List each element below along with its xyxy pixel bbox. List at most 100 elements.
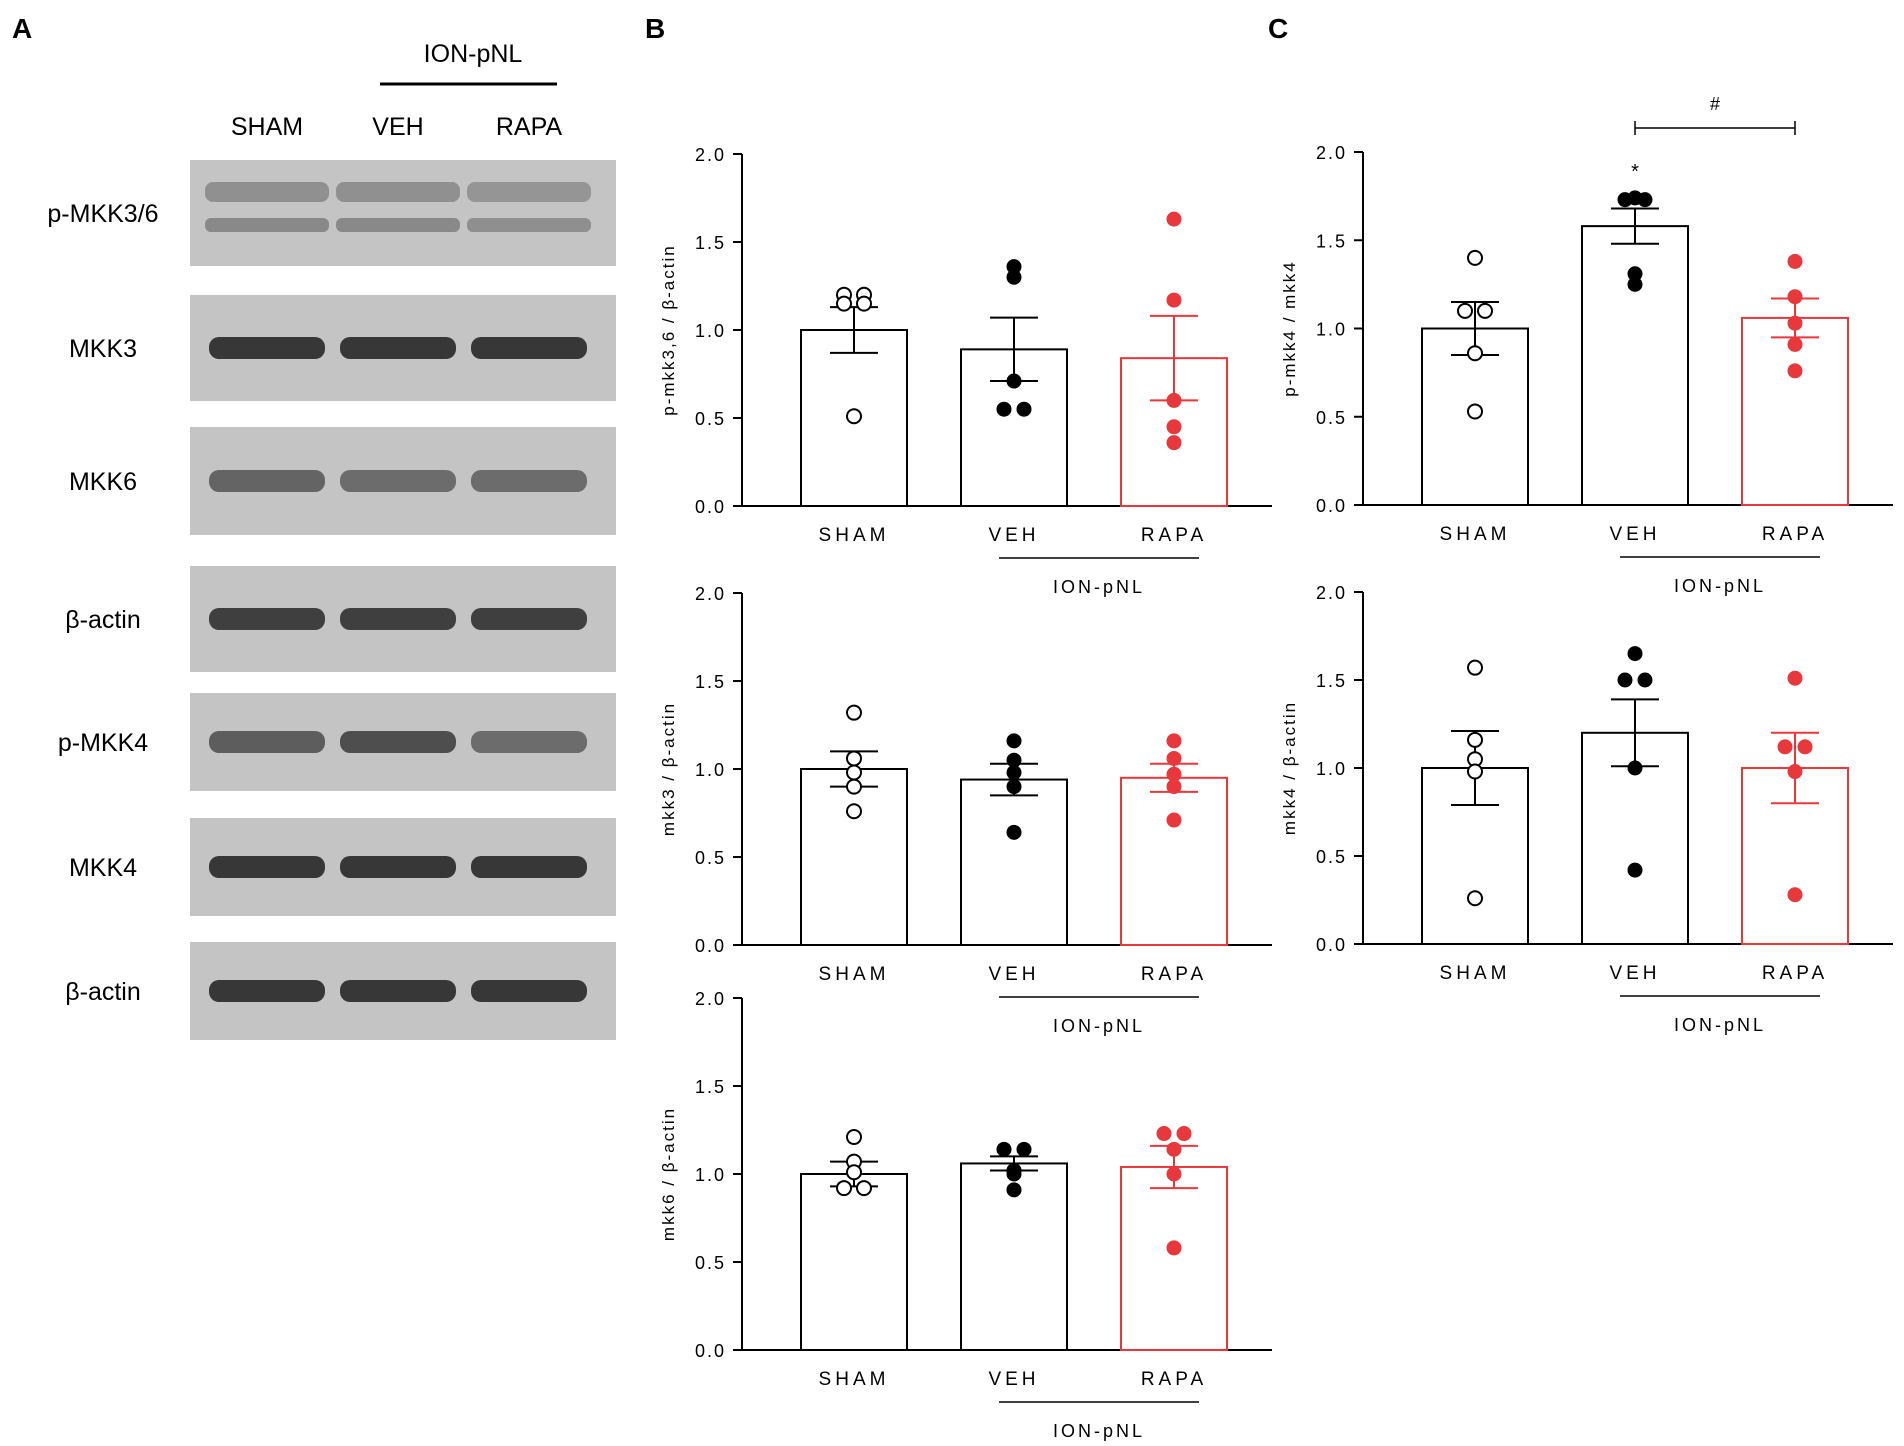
data-point-sham-0 [1467,659,1483,676]
blot-band-6-2 [471,980,587,1002]
blot-band-6-1 [340,980,456,1002]
data-point-rapa-0 [1787,253,1803,269]
y-tick-label-4: 2.0 [695,145,726,165]
blot-band-5-2 [471,856,587,878]
data-point-sham-3 [1467,763,1483,780]
data-point-sham-4 [1467,403,1483,420]
blot-band-0-1-lower [336,218,460,232]
y-tick-label-1: 0.5 [1316,408,1347,428]
y-tick-label-0: 0.0 [1316,496,1347,516]
data-point-sham-2 [1477,302,1493,319]
data-point-rapa-2 [1797,739,1813,755]
data-point-rapa-1 [1787,289,1803,305]
data-point-veh-0 [1627,646,1643,662]
data-point-rapa-0 [1156,1126,1172,1142]
x-tick-label-rapa: RAPA [1762,524,1828,545]
chart-mkk3: 0.0 0.5 1.0 1.5 2.0 mkk3 / β-actin SHAM VEH RAPA… [659,584,1272,1036]
y-tick-label-4: 2.0 [1316,583,1347,603]
data-point-veh-2 [1637,192,1653,208]
chart-mkk6: 0.0 0.5 1.0 1.5 2.0 mkk6 / β-actin SHAM VEH RAPA… [659,989,1272,1441]
bar-sham [800,768,908,946]
data-point-rapa-3 [1166,419,1182,435]
blot-band-2-0 [209,470,325,492]
data-point-veh-3 [1006,1166,1022,1182]
y-tick-label-1: 0.5 [695,1253,726,1273]
data-point-sham-0 [846,1129,862,1146]
data-point-rapa-2 [1166,1141,1182,1157]
group-label: ION-pNL [1053,1016,1145,1036]
blot-lane-label-rapa: RAPA [496,113,563,141]
blot-band-1-1 [340,337,456,359]
data-point-veh-4 [1016,401,1032,417]
blot-band-2-2 [471,470,587,492]
blot-band-1-2 [471,337,587,359]
blot-group-header: ION-pNL [424,40,523,68]
data-point-veh-1 [1006,259,1022,275]
y-tick-label-2: 1.0 [1316,759,1347,779]
data-point-rapa-0 [1166,733,1182,749]
data-point-rapa-0 [1166,211,1182,227]
data-point-veh-1 [1617,192,1633,208]
x-tick-label-sham: SHAM [819,525,890,546]
western-blot-panel: ION-pNL SHAM VEH RAPA p-MKK3/6 MKK3 MKK6 β-… [47,40,616,1040]
data-point-rapa-4 [1166,812,1182,828]
y-axis-label: p-mkk4 / mkk4 [1280,260,1299,397]
y-axis-label: mkk3 / β-actin [659,702,678,836]
data-point-rapa-4 [1166,435,1182,451]
y-tick-label-0: 0.0 [1316,935,1347,955]
x-tick-label-sham: SHAM [819,964,890,985]
data-point-sham-1 [1457,302,1473,319]
data-point-veh-0 [996,1141,1012,1157]
data-point-sham-1 [1467,731,1483,748]
y-tick-label-0: 0.0 [695,1341,726,1361]
data-point-sham-2 [846,1164,862,1181]
bar-rapa [1120,776,1228,946]
bar-rapa [1120,1165,1228,1351]
data-point-veh-2 [1006,765,1022,781]
data-point-sham-3 [1467,345,1483,362]
data-point-rapa-3 [1787,764,1803,780]
blot-label-actin-6: β-actin [65,978,141,1006]
data-point-sham-4 [846,803,862,820]
data-point-rapa-2 [1787,315,1803,331]
x-tick-label-veh: VEH [1609,524,1660,545]
y-tick-label-1: 0.5 [1316,847,1347,867]
data-point-rapa-4 [1787,363,1803,379]
blot-band-5-1 [340,856,456,878]
y-tick-label-4: 2.0 [695,584,726,604]
chart-p-mkk3-6: 0.0 0.5 1.0 1.5 2.0 p-mkk3,6 / β-actin SHAM VEH… [659,145,1272,597]
blot-label-mkk6-2: MKK6 [69,468,137,496]
blot-band-0-0-upper [205,182,329,202]
y-tick-label-3: 1.5 [695,672,726,692]
group-label: ION-pNL [1674,576,1766,596]
y-tick-label-0: 0.0 [695,497,726,517]
data-point-veh-1 [1617,672,1633,688]
y-tick-label-3: 1.5 [695,1077,726,1097]
data-point-veh-2 [1006,373,1022,389]
x-tick-label-veh: VEH [988,964,1039,985]
data-point-rapa-0 [1787,670,1803,686]
x-tick-label-sham: SHAM [1440,524,1511,545]
data-point-sham-4 [856,1180,872,1197]
x-tick-label-rapa: RAPA [1762,963,1828,984]
blot-label-mkk3-1: MKK3 [69,335,137,363]
data-point-rapa-1 [1176,1126,1192,1142]
data-point-veh-4 [1627,862,1643,878]
blot-strip-0 [190,160,616,266]
data-point-sham-2 [846,764,862,781]
blot-band-3-1 [340,608,456,630]
data-point-rapa-3 [1166,1166,1182,1182]
data-point-rapa-2 [1166,392,1182,408]
x-tick-label-veh: VEH [1609,963,1660,984]
x-tick-label-veh: VEH [988,1369,1039,1390]
data-point-veh-1 [1016,1141,1032,1157]
blot-label-actin-3: β-actin [65,606,141,634]
data-point-rapa-3 [1787,336,1803,352]
blot-band-3-2 [471,608,587,630]
panel-letter-c: C [1268,13,1288,44]
data-point-sham-2 [836,295,852,312]
panel-letter-b: B [645,13,665,44]
blot-band-4-0 [209,731,325,753]
data-point-sham-3 [836,1180,852,1197]
y-axis-label: mkk6 / β-actin [659,1107,678,1241]
